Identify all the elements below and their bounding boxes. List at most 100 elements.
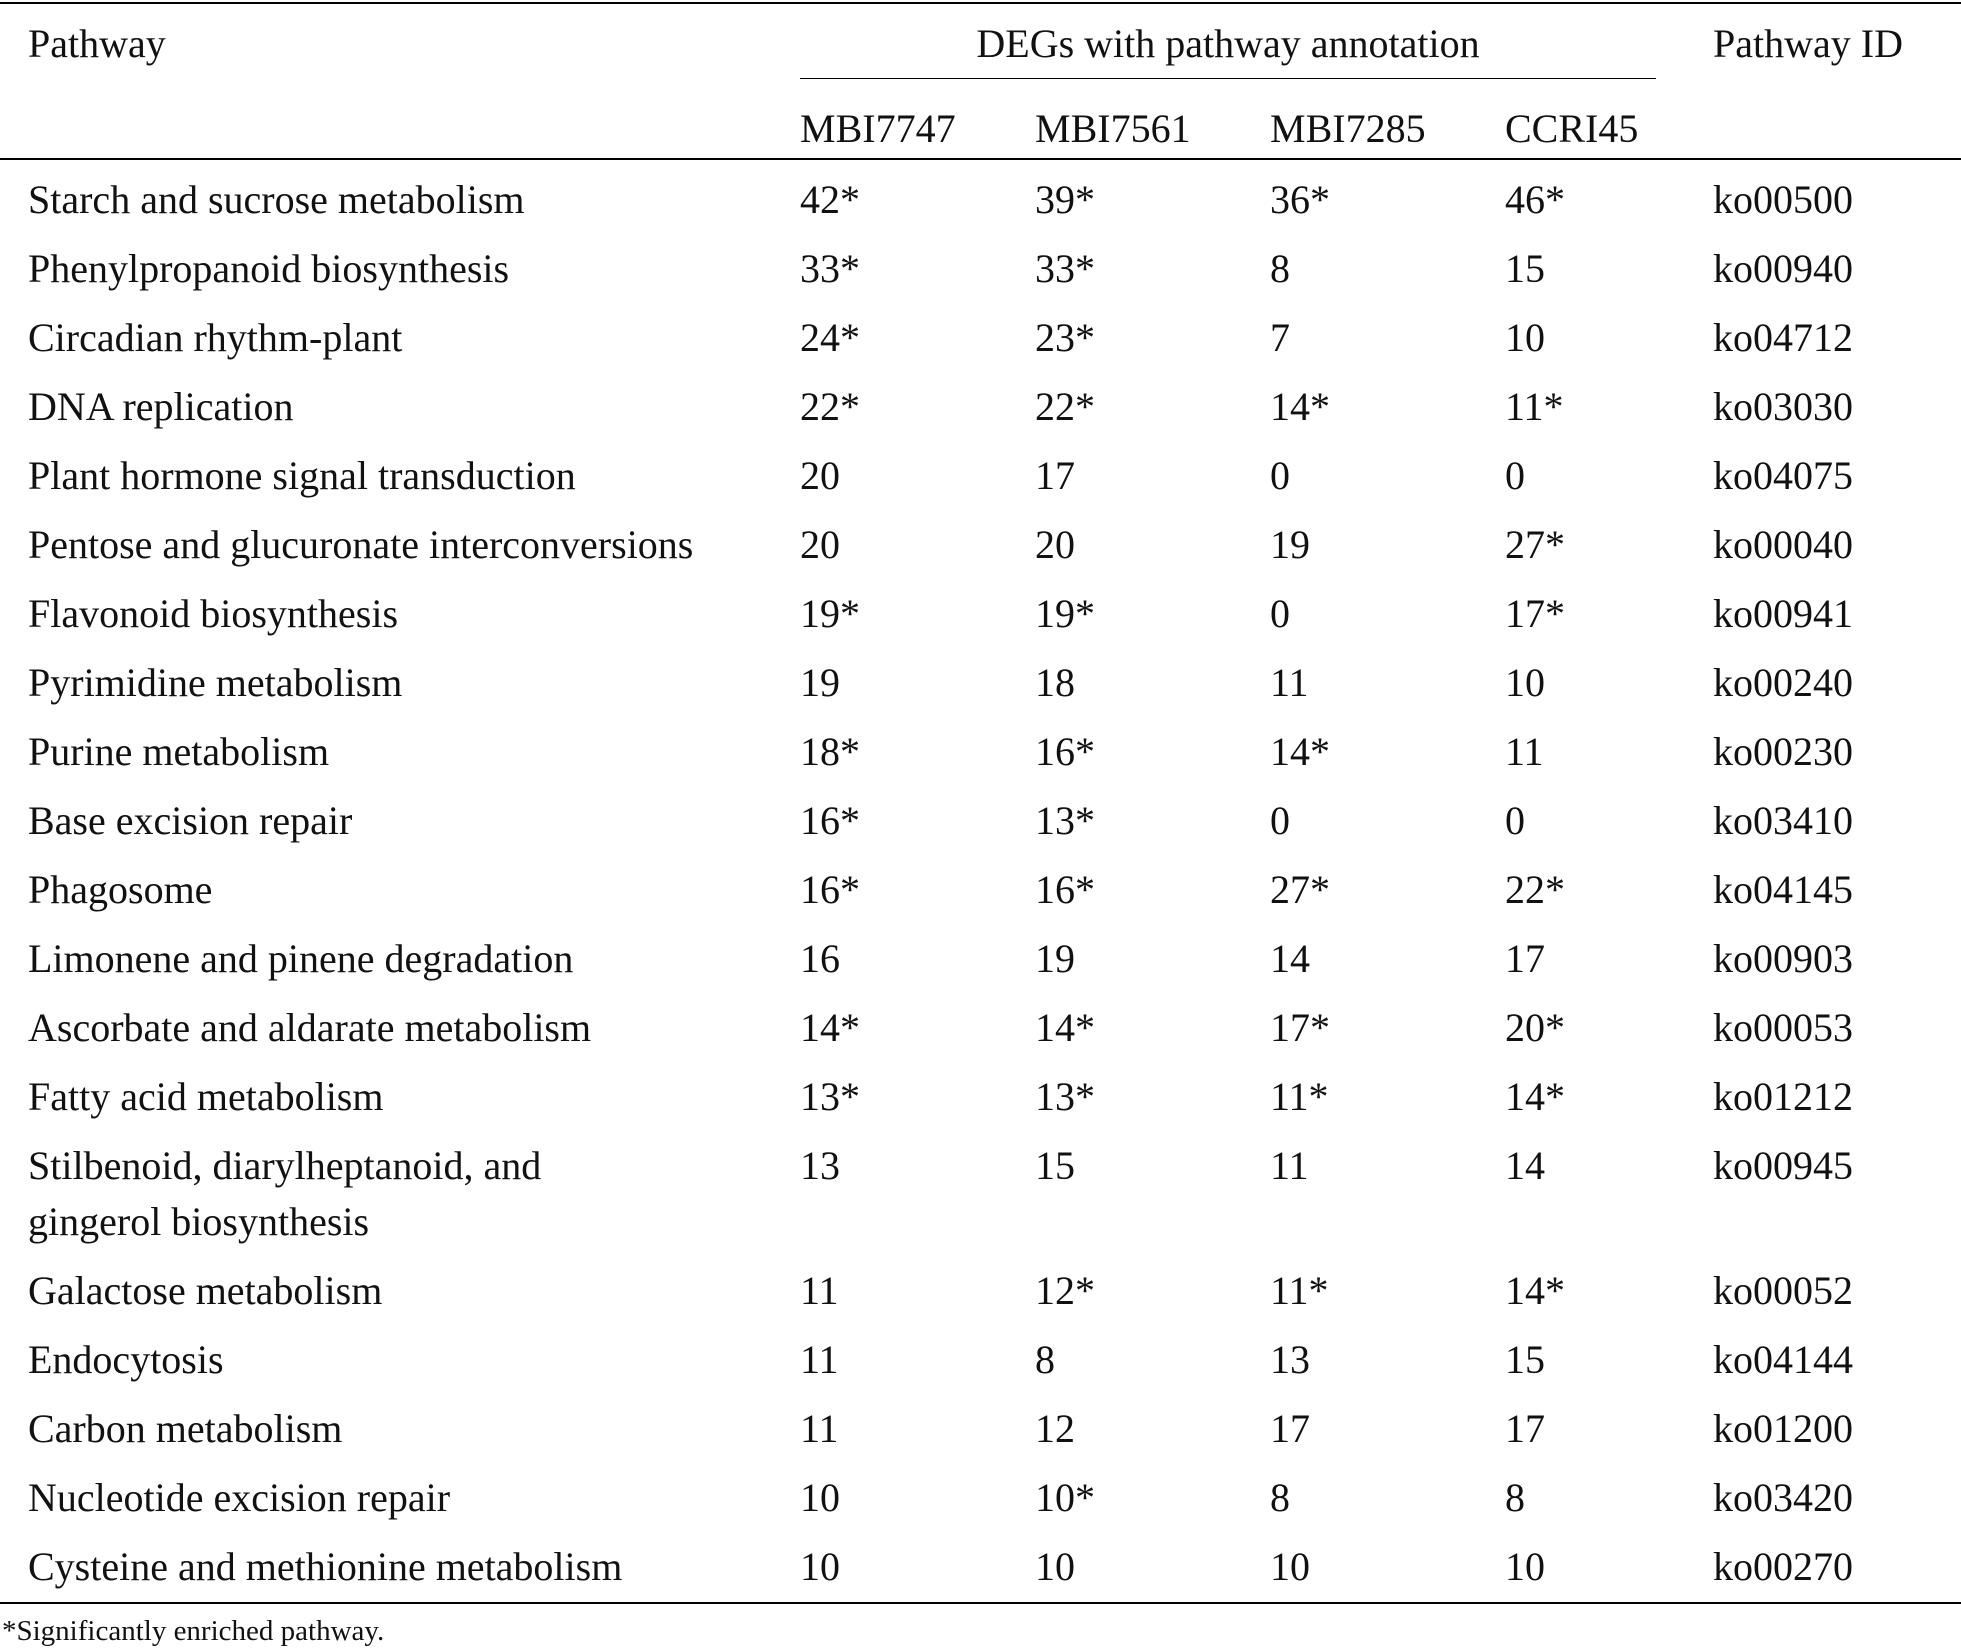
pathway-cell: Pyrimidine metabolism: [28, 660, 403, 705]
count-cell: 33*: [1035, 246, 1095, 291]
group-rule: [800, 78, 1656, 79]
count-cell: 19*: [1035, 591, 1095, 636]
count-cell: 22*: [1035, 384, 1095, 429]
pathway-id-cell: ko00230: [1713, 729, 1853, 774]
pathway-cell: Phenylpropanoid biosynthesis: [28, 246, 510, 291]
pathway-cell: Nucleotide excision repair: [28, 1475, 451, 1520]
pathway-id-cell: ko04712: [1713, 315, 1853, 360]
pathway-id-cell: ko04144: [1713, 1337, 1853, 1382]
count-cell: 16*: [800, 798, 860, 843]
pathway-cell: Cysteine and methionine metabolism: [28, 1544, 623, 1589]
pathway-id-cell: ko03420: [1713, 1475, 1853, 1520]
count-cell: 10: [1270, 1544, 1310, 1589]
count-cell: 19: [1035, 936, 1075, 981]
table-row: Carbon metabolism 11 12 17 17 ko01200: [0, 1388, 1961, 1457]
count-cell: 19: [1270, 522, 1310, 567]
count-cell: 0: [1270, 453, 1290, 498]
count-cell: 14: [1505, 1143, 1545, 1188]
pathway-id-cell: ko01212: [1713, 1074, 1853, 1119]
pathway-id-cell: ko04145: [1713, 867, 1853, 912]
count-cell: 11*: [1505, 384, 1564, 429]
pathway-id-cell: ko03030: [1713, 384, 1853, 429]
table-row: Cysteine and methionine metabolism 10 10 10…: [0, 1526, 1961, 1595]
count-cell: 14*: [1505, 1268, 1565, 1313]
count-cell: 14*: [1270, 729, 1330, 774]
count-cell: 7: [1270, 315, 1290, 360]
count-cell: 0: [1270, 798, 1290, 843]
count-cell: 12: [1035, 1406, 1075, 1451]
pathway-id-cell: ko00040: [1713, 522, 1853, 567]
footnote: *Significantly enriched pathway.: [2, 1615, 385, 1647]
count-cell: 8: [1505, 1475, 1525, 1520]
count-cell: 15: [1505, 246, 1545, 291]
count-cell: 17: [1505, 1406, 1545, 1451]
count-cell: 19*: [800, 591, 860, 636]
count-cell: 11: [800, 1337, 839, 1382]
count-cell: 20: [800, 522, 840, 567]
count-cell: 14*: [1270, 384, 1330, 429]
table-row: Limonene and pinene degradation 16 19 14 17 k…: [0, 918, 1961, 987]
column-header: CCRI45: [1505, 106, 1639, 151]
pathway-cell: Pentose and glucuronate interconversions: [28, 522, 694, 567]
count-cell: 11*: [1270, 1074, 1329, 1119]
count-cell: 20: [1035, 522, 1075, 567]
count-cell: 10: [1505, 315, 1545, 360]
pathway-id-cell: ko00941: [1713, 591, 1853, 636]
count-cell: 10*: [1035, 1475, 1095, 1520]
bottom-rule: [0, 1602, 1961, 1604]
count-cell: 0: [1505, 453, 1525, 498]
pathway-id-cell: ko04075: [1713, 453, 1853, 498]
pathway-id-cell: ko00500: [1713, 177, 1853, 222]
count-cell: 14*: [1035, 1005, 1095, 1050]
count-cell: 23*: [1035, 315, 1095, 360]
count-cell: 20: [800, 453, 840, 498]
count-cell: 16*: [1035, 867, 1095, 912]
count-cell: 12*: [1035, 1268, 1095, 1313]
count-cell: 18: [1035, 660, 1075, 705]
count-cell: 27*: [1505, 522, 1565, 567]
count-cell: 8: [1270, 1475, 1290, 1520]
count-cell: 13*: [1035, 1074, 1095, 1119]
count-cell: 13*: [800, 1074, 860, 1119]
count-cell: 11: [800, 1268, 839, 1313]
header-pathway: Pathway: [28, 21, 166, 66]
table-row: Pyrimidine metabolism 19 18 11 10 ko00240: [0, 642, 1961, 711]
pathway-cell: Circadian rhythm-plant: [28, 315, 403, 360]
count-cell: 11: [1270, 1143, 1309, 1188]
table-row: DNA replication 22* 22* 14* 11* ko03030: [0, 366, 1961, 435]
count-cell: 27*: [1270, 867, 1330, 912]
count-cell: 14*: [1505, 1074, 1565, 1119]
count-cell: 10: [1505, 1544, 1545, 1589]
pathway-id-cell: ko01200: [1713, 1406, 1853, 1451]
table-row: Plant hormone signal transduction 20 17 0 0 k…: [0, 435, 1961, 504]
pathway-id-cell: ko00940: [1713, 246, 1853, 291]
count-cell: 39*: [1035, 177, 1095, 222]
pathway-cell: Starch and sucrose metabolism: [28, 177, 525, 222]
count-cell: 10: [800, 1475, 840, 1520]
count-cell: 8: [1035, 1337, 1055, 1382]
pathway-id-cell: ko00052: [1713, 1268, 1853, 1313]
pathway-id-cell: ko03410: [1713, 798, 1853, 843]
count-cell: 14: [1270, 936, 1310, 981]
pathway-cell: Phagosome: [28, 867, 213, 912]
count-cell: 10: [1505, 660, 1545, 705]
column-header: MBI7561: [1035, 106, 1191, 151]
pathway-cell: Galactose metabolism: [28, 1268, 383, 1313]
count-cell: 33*: [800, 246, 860, 291]
count-cell: 16: [800, 936, 840, 981]
pathway-cell: Limonene and pinene degradation: [28, 936, 574, 981]
count-cell: 19: [800, 660, 840, 705]
table-row: Pentose and glucuronate interconversions…: [0, 504, 1961, 573]
count-cell: 36*: [1270, 177, 1330, 222]
count-cell: 11*: [1270, 1268, 1329, 1313]
table-row: Flavonoid biosynthesis 19* 19* 0 17* ko00941: [0, 573, 1961, 642]
count-cell: 10: [1035, 1544, 1075, 1589]
pathway-cell: Fatty acid metabolism: [28, 1074, 384, 1119]
count-cell: 14*: [800, 1005, 860, 1050]
count-cell: 17*: [1505, 591, 1565, 636]
table-row: Nucleotide excision repair 10 10* 8 8 ko03420: [0, 1457, 1961, 1526]
count-cell: 18*: [800, 729, 860, 774]
table-row: Stilbenoid, diarylheptanoid, and gingero…: [0, 1125, 1961, 1250]
count-cell: 16*: [1035, 729, 1095, 774]
